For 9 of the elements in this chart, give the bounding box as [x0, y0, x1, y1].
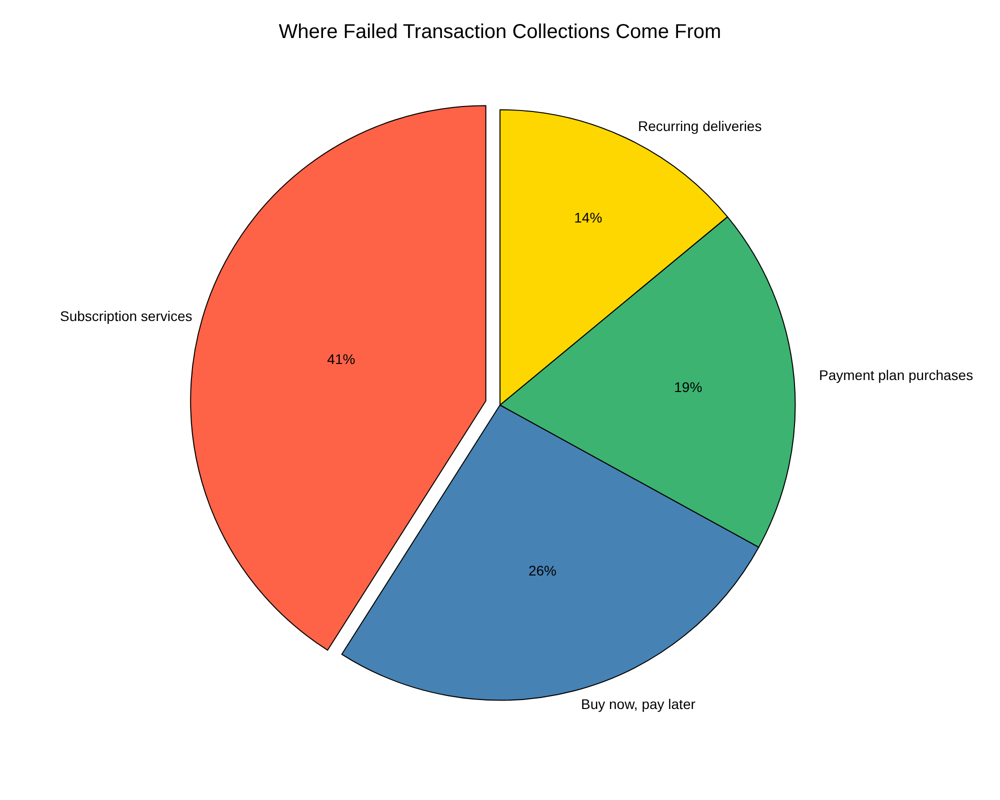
- slice-label: Subscription services: [60, 308, 192, 324]
- data-label: 14%: [574, 210, 602, 226]
- chart-title: Where Failed Transaction Collections Come From: [278, 21, 722, 43]
- data-label: 26%: [528, 562, 556, 578]
- data-label: 41%: [327, 350, 356, 367]
- slice-label: Buy now, pay later: [581, 696, 696, 712]
- slice-label: Payment plan purchases: [819, 367, 974, 383]
- slice-label: Recurring deliveries: [638, 118, 762, 134]
- data-label: 19%: [674, 379, 702, 396]
